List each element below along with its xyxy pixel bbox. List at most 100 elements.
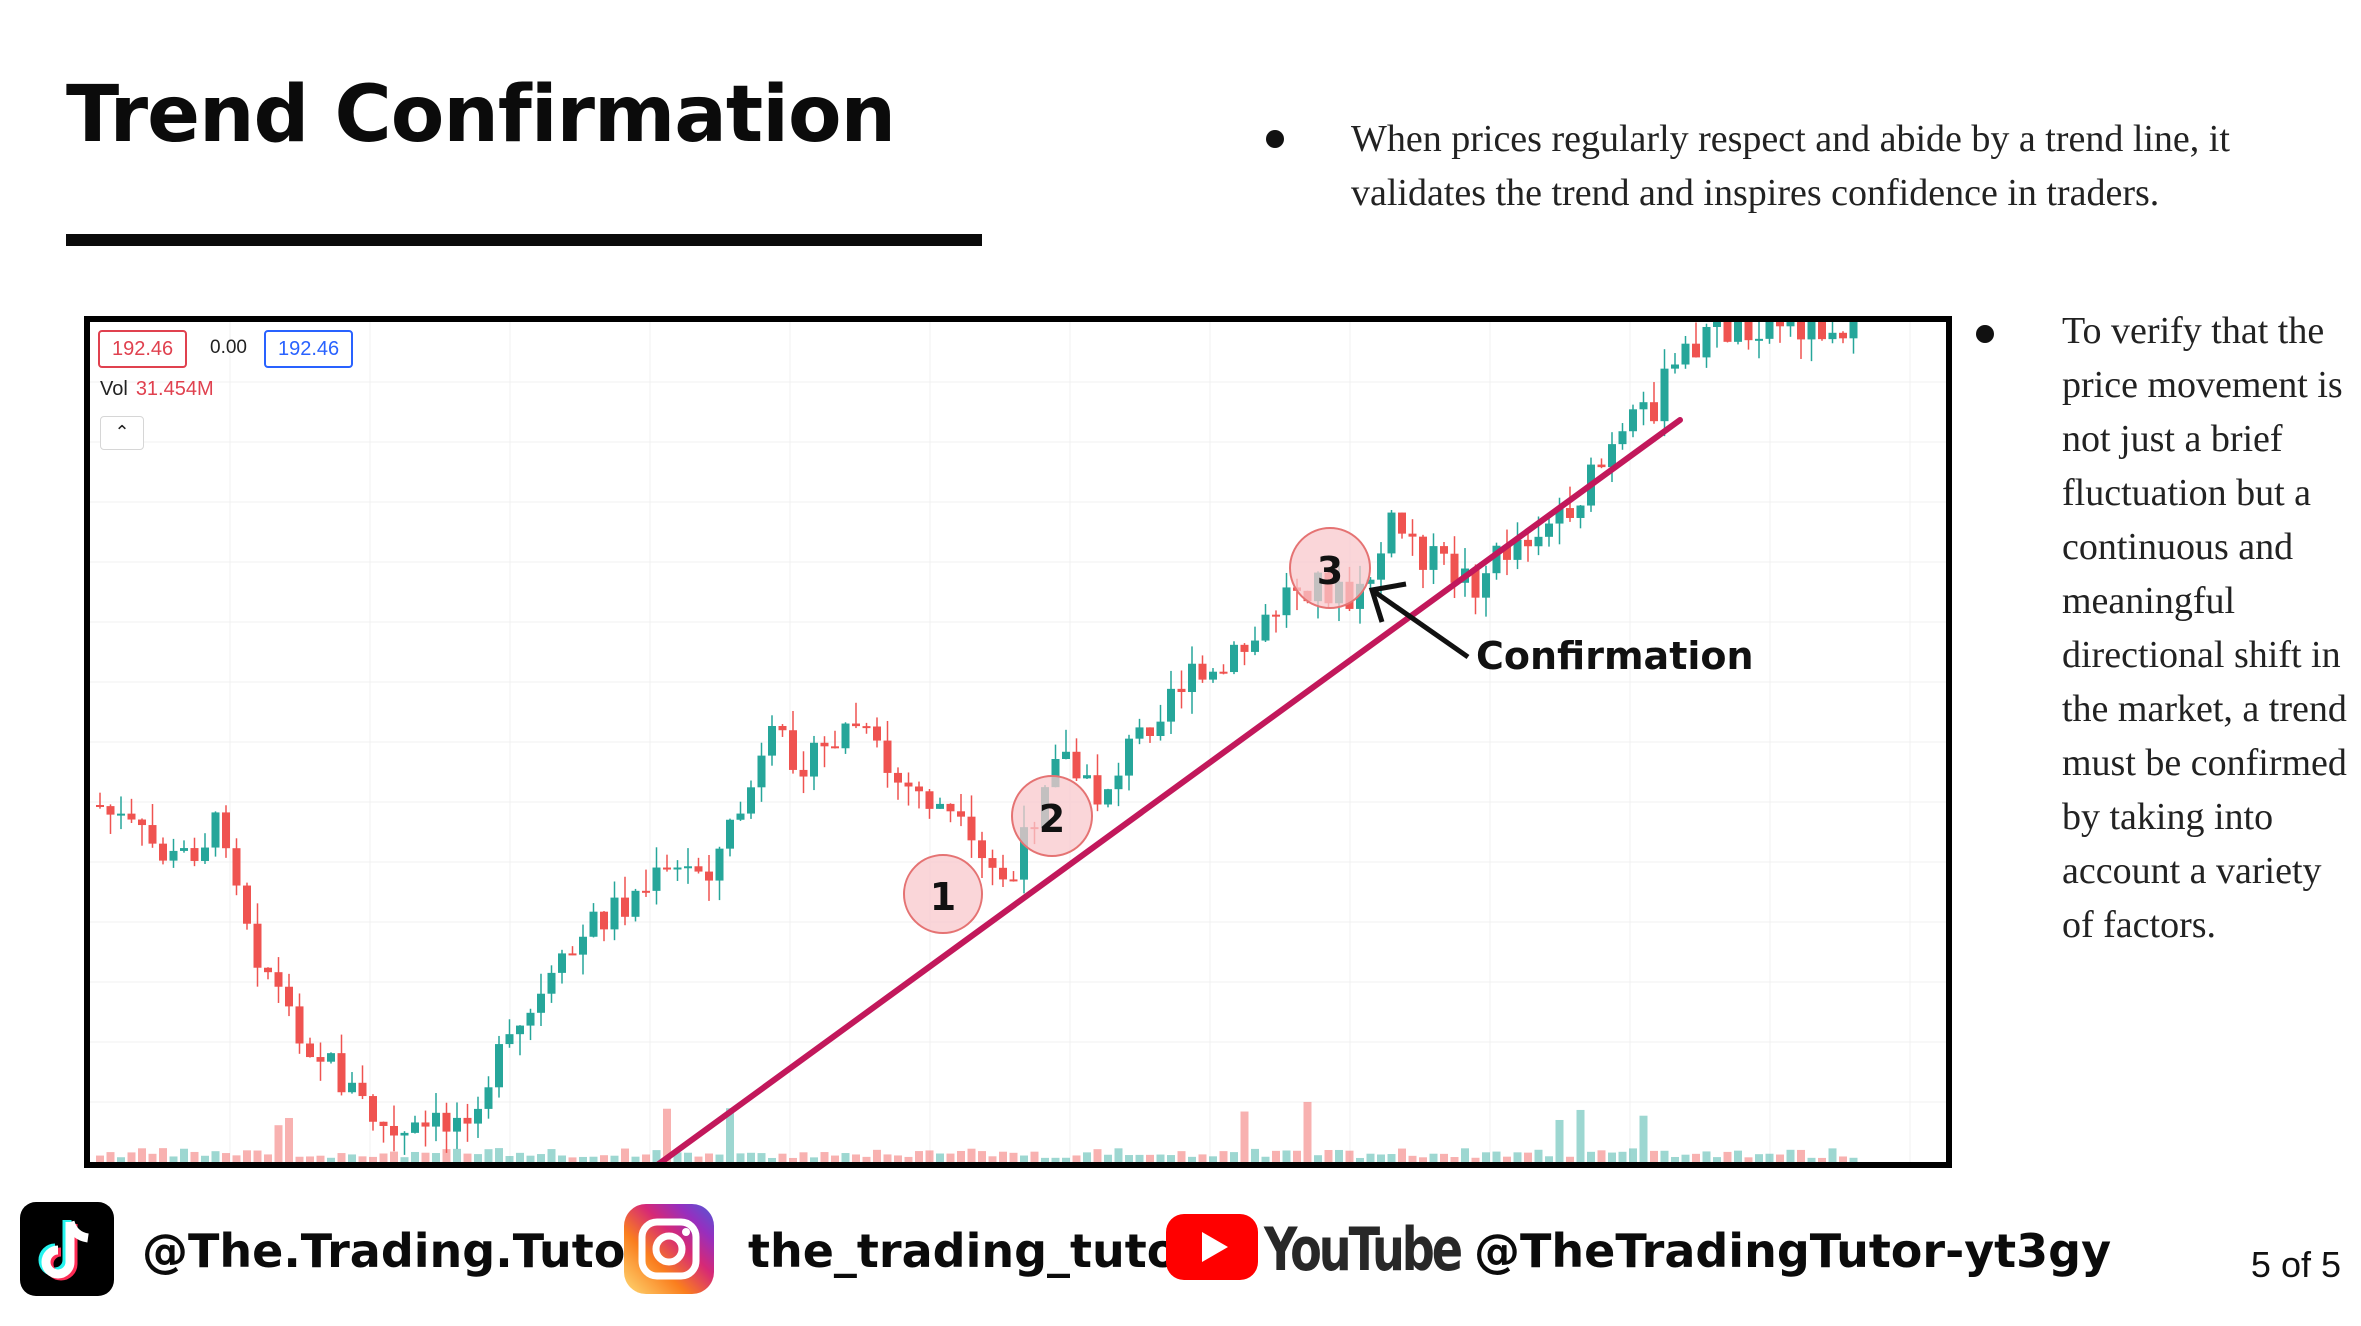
candle-body [1555, 508, 1564, 524]
candle-body [789, 730, 797, 770]
candlestick-chart[interactable]: 1 2 3 Confirmation [90, 322, 1946, 1162]
youtube-icon[interactable]: YouTube [1166, 1210, 1466, 1291]
candle-body [757, 755, 766, 788]
candle-body [1618, 431, 1627, 445]
candle-body [652, 867, 661, 891]
candle-body [117, 813, 125, 816]
youtube-handle[interactable]: @TheTradingTutor-yt3gy [1474, 1224, 2112, 1278]
candle-body [1377, 553, 1385, 580]
volume-bar [1093, 1149, 1102, 1162]
candle-body [169, 850, 178, 861]
candle-body [1786, 322, 1795, 327]
volume-bar [1314, 1155, 1322, 1162]
candle-body [1051, 759, 1060, 788]
volume-bar [694, 1156, 703, 1162]
candle-body [1849, 322, 1858, 339]
instagram-handle[interactable]: the_trading_tutor [748, 1224, 1202, 1278]
volume-bar [1030, 1151, 1039, 1162]
candle-body [1597, 464, 1606, 468]
candle-body [1492, 545, 1501, 574]
volume-bar [1408, 1155, 1417, 1162]
candle-body [1482, 573, 1490, 598]
candle-body [831, 746, 839, 749]
candle-body [810, 742, 818, 777]
candle-body [1828, 332, 1837, 340]
volume-bar [652, 1150, 661, 1162]
candle-body [285, 986, 293, 1007]
candle-body [726, 819, 734, 849]
volume-bar [295, 1156, 304, 1162]
volume-bar [1009, 1152, 1018, 1162]
volume-bar [1125, 1155, 1133, 1162]
bullet-text-1: When prices regularly respect and abide … [1351, 118, 2230, 214]
candle-body [1629, 409, 1637, 432]
volume-bar [442, 1149, 451, 1162]
tiktok-icon[interactable] [20, 1202, 114, 1301]
candle-body [453, 1117, 461, 1132]
volume-bar [1198, 1154, 1207, 1162]
volume-bar [432, 1153, 440, 1162]
candle-body [295, 1006, 304, 1044]
candle-body [1660, 368, 1669, 422]
candle-body [1009, 879, 1018, 882]
volume-bar [1849, 1157, 1858, 1162]
candle-body [222, 812, 230, 849]
candle-body [516, 1025, 524, 1035]
candle-body [820, 742, 829, 747]
volume-bar [1251, 1148, 1259, 1162]
candle-body [159, 843, 167, 861]
candle-body [1566, 508, 1574, 518]
collapse-legend-button[interactable]: ⌃ [100, 416, 144, 450]
volume-bar [1324, 1150, 1333, 1162]
candle-body [327, 1053, 335, 1062]
volume-bar [768, 1157, 776, 1162]
volume-bar [1734, 1150, 1742, 1162]
volume-bar [631, 1156, 640, 1162]
volume-bar [1587, 1151, 1595, 1162]
volume-bar [1608, 1152, 1616, 1162]
volume-bar [1818, 1157, 1826, 1162]
volume-bar [1660, 1150, 1669, 1162]
price-box-right: 192.46 [264, 330, 354, 368]
candle-body [1093, 775, 1102, 805]
candle-body [1450, 553, 1459, 583]
volume-bar [547, 1149, 556, 1162]
volume-bar [484, 1149, 493, 1162]
volume-bar [505, 1155, 514, 1162]
chart-panel[interactable]: 1 2 3 Confirmation 192.46 0.00 192.46 Vo… [84, 316, 1952, 1168]
candle-body [768, 726, 776, 756]
volume-bar [1681, 1154, 1690, 1162]
volume-bar [1177, 1151, 1186, 1162]
volume-bar [831, 1155, 839, 1162]
volume-label: Vol [100, 378, 128, 400]
volume-bar [1671, 1156, 1679, 1162]
volume-bar [1135, 1154, 1144, 1162]
candle-body [442, 1112, 451, 1132]
volume-bar [925, 1150, 934, 1162]
candle-body [778, 726, 787, 731]
volume-bar [537, 1154, 545, 1162]
candle-body [894, 772, 902, 783]
volume-bar [348, 1154, 356, 1162]
volume-bar [274, 1125, 283, 1162]
volume-bar [1765, 1153, 1774, 1162]
volume-bar [159, 1148, 167, 1162]
candle-body [463, 1117, 472, 1124]
volume-bar [474, 1154, 482, 1162]
volume-bar [264, 1154, 272, 1162]
candle-body [1156, 721, 1165, 736]
candle-body [799, 769, 808, 777]
volume-bar [516, 1152, 524, 1162]
candle-body [1419, 536, 1427, 570]
candle-body [1576, 505, 1585, 518]
candle-body [390, 1125, 398, 1136]
volume-bar [1650, 1150, 1658, 1162]
candle-body [1534, 536, 1543, 547]
volume-bar [369, 1156, 377, 1162]
instagram-icon[interactable] [624, 1204, 714, 1299]
tiktok-handle[interactable]: @The.Trading.Tutor [142, 1224, 649, 1278]
candle-body [715, 848, 724, 881]
volume-bar [495, 1148, 503, 1162]
candle-body [1072, 751, 1081, 779]
confirmation-label: Confirmation [1476, 634, 1754, 678]
